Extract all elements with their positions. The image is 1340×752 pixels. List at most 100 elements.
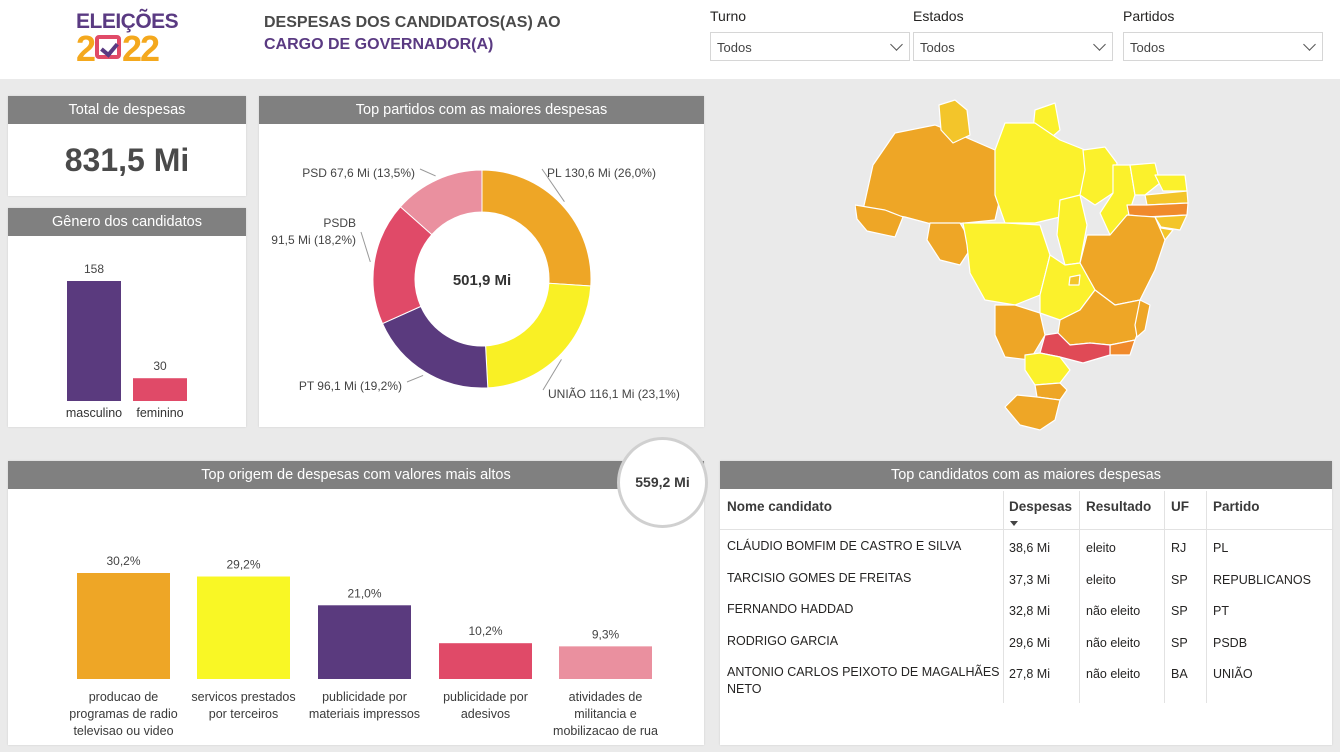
origins-total-bubble: 559,2 Mi [617,437,708,528]
cell-value: 32,8 Mi [1009,604,1050,618]
cell-uf: SP [1171,604,1188,618]
gender-value-label: 158 [84,262,104,276]
cell-value: 38,6 Mi [1009,541,1050,555]
filter-partidos: Partidos Todos [1123,8,1323,61]
state-es[interactable] [1134,299,1151,338]
brazil-map[interactable] [855,95,1195,435]
ballot-check-icon [95,35,122,59]
state-sc[interactable] [1034,382,1068,401]
cell-uf: BA [1171,667,1188,681]
state-al[interactable] [1154,214,1188,231]
cell-result: não eleito [1086,604,1141,618]
cell-name: FERNANDO HADDAD [727,602,854,616]
donut-leader-line [542,359,562,391]
cell-party: PT [1213,604,1229,618]
chevron-down-icon [1093,38,1106,51]
gender-bar-masculino[interactable] [67,281,121,401]
chevron-down-icon [1303,38,1316,51]
gender-category-label: masculino [66,406,122,420]
state-rs[interactable] [1004,394,1061,431]
state-rn[interactable] [1154,174,1188,192]
donut-leader-line [541,168,565,202]
donut-slice-label-psdb-name: PSDB [323,216,356,230]
parties-title: Top partidos com as maiores despesas [259,96,704,124]
logo-line1: ELEIÇÕES [76,10,179,33]
parties-card: Top partidos com as maiores despesas 501… [259,96,704,427]
origins-bar[interactable] [439,643,532,679]
state-pe[interactable] [1126,202,1189,218]
donut-slice-label: PSD 67,6 Mi (13,5%) [302,166,415,180]
cell-result: não eleito [1086,636,1141,650]
cell-party: PL [1213,541,1229,555]
column-header[interactable]: UF [1171,499,1189,514]
donut-slice-união[interactable] [485,282,592,389]
origins-card: Top origem de despesas com valores mais … [8,461,704,745]
origins-bar-chart: 30,2% 29,2% 21,0% 10,2% 9,3% [77,554,652,679]
candidates-card: Top candidatos com as maiores despesas N… [720,461,1332,745]
donut-slice-pt[interactable] [381,305,489,389]
state-rr[interactable] [938,99,971,144]
donut-slice-label: 91,5 Mi (18,2%) [271,233,356,247]
donut-leader-line [360,231,371,263]
state-ac[interactable] [855,204,904,238]
filter-estados-select[interactable]: Todos [913,32,1113,61]
column-header[interactable]: Despesas [1009,499,1073,514]
column-header[interactable]: Resultado [1086,499,1152,514]
cell-uf: RJ [1171,541,1187,555]
gender-card: Gênero dos candidatos 158 masculino 30 femi… [8,208,246,427]
state-mt[interactable] [962,222,1051,306]
filter-turno-label: Turno [710,8,747,24]
column-header[interactable]: Nome candidato [727,499,833,514]
donut-slice-label: UNIÃO 116,1 Mi (23,1%) [548,387,680,401]
filter-estados: Estados Todos [913,8,1113,61]
origins-title: Top origem de despesas com valores mais … [8,461,704,489]
origins-category-label: publicidade por materiais impressos [308,690,421,721]
cell-name-continued: NETO [727,682,762,696]
filter-partidos-select[interactable]: Todos [1123,32,1323,61]
state-ce[interactable] [1129,162,1161,196]
filter-partidos-label: Partidos [1123,8,1175,24]
donut-center-label: 501,9 Mi [453,272,511,289]
origins-category-label: publicidade por adesivos [443,690,528,721]
origins-value-label: 30,2% [106,554,140,568]
cell-party: REPUBLICANOS [1213,573,1311,587]
page-title: DESPESAS DOS CANDIDATOS(AS) AO CARGO DE … [264,14,561,53]
origins-bar[interactable] [318,605,411,679]
cell-name: CLÁUDIO BOMFIM DE CASTRO E SILVA [727,539,962,553]
total-card: Total de despesas 831,5 Mi [8,96,246,196]
gender-title: Gênero dos candidatos [8,208,246,236]
state-ma[interactable] [1079,146,1118,206]
origins-bar[interactable] [197,576,290,679]
eleicoes-logo: ELEIÇÕES 2 22 [76,10,184,69]
donut-slice-psd[interactable] [399,169,483,236]
cell-result: eleito [1086,573,1116,587]
table-column-divider [1164,491,1165,703]
donut-slice-label: PT 96,1 Mi (19,2%) [299,379,402,393]
origins-value-label: 21,0% [347,586,381,600]
table-column-divider [1206,491,1207,703]
column-header[interactable]: Partido [1213,499,1260,514]
sort-descending-icon[interactable] [1010,521,1018,526]
state-ms[interactable] [994,304,1046,361]
gender-bar-feminino[interactable] [133,378,187,401]
origins-bar[interactable] [559,646,652,679]
origins-value-label: 9,3% [592,627,620,641]
state-ro[interactable] [926,222,974,266]
origins-category-label: servicos prestados por terceiros [191,690,296,721]
cell-party: UNIÃO [1213,667,1253,681]
donut-slice-pl[interactable] [481,169,592,287]
state-pr[interactable] [1024,352,1071,386]
table-column-divider [1003,491,1004,703]
total-value: 831,5 Mi [64,142,190,178]
filter-turno-select[interactable]: Todos [710,32,910,61]
origins-bar[interactable] [77,573,170,679]
gender-value-label: 30 [153,359,167,373]
gender-category-label: feminino [136,406,183,420]
total-title: Total de despesas [8,96,246,124]
state-df[interactable] [1068,274,1081,286]
table-header-divider [720,529,1332,530]
cell-result: eleito [1086,541,1116,555]
origins-value-label: 10,2% [468,624,502,638]
origins-value-label: 29,2% [226,558,260,572]
cell-uf: SP [1171,573,1188,587]
